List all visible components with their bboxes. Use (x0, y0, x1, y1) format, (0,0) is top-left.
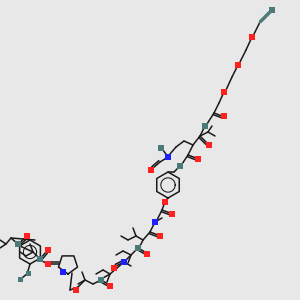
Bar (37, 256, 43, 262)
Bar (107, 283, 113, 289)
Bar (202, 123, 208, 129)
Bar (98, 277, 104, 283)
Bar (121, 259, 127, 265)
Bar (269, 7, 275, 13)
Bar (111, 265, 117, 271)
Bar (235, 62, 241, 68)
Bar (152, 219, 158, 225)
Bar (195, 156, 201, 162)
Bar (26, 271, 31, 275)
Bar (206, 142, 212, 148)
Bar (162, 199, 168, 205)
Bar (165, 154, 171, 160)
Bar (144, 251, 150, 257)
Bar (135, 245, 141, 251)
Bar (73, 287, 79, 293)
Bar (24, 233, 30, 239)
Bar (157, 233, 163, 239)
Bar (148, 167, 154, 173)
Bar (60, 269, 66, 275)
Bar (158, 145, 164, 151)
Bar (15, 241, 21, 247)
Bar (249, 34, 255, 40)
Bar (45, 261, 51, 267)
Bar (221, 89, 227, 95)
Bar (169, 211, 175, 217)
Bar (221, 113, 227, 119)
Bar (45, 247, 51, 253)
Bar (177, 163, 183, 169)
Bar (17, 277, 22, 281)
